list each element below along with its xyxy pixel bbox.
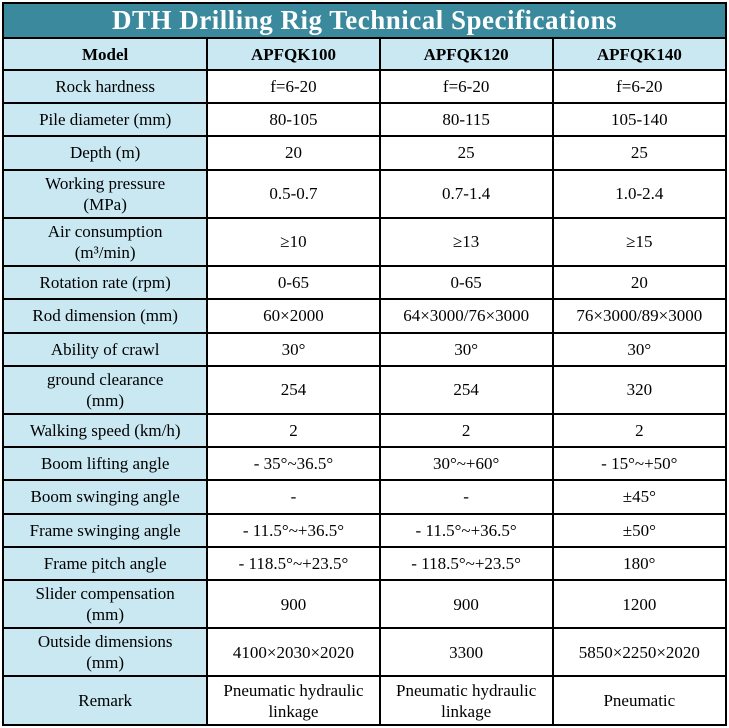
spec-value: 30° — [551, 331, 725, 367]
spec-row: Pile diameter (mm) 80-105 80-115 105-140 — [4, 102, 725, 138]
spec-value: 64×3000/76×3000 — [378, 298, 554, 334]
spec-value: - 118.5°~+23.5° — [378, 545, 554, 581]
spec-row: Slider compensation (mm) 900 900 1200 — [4, 578, 725, 630]
spec-value: 30°~+60° — [378, 446, 554, 482]
spec-value: 900 — [378, 578, 554, 630]
spec-value: 2 — [551, 412, 725, 449]
header-row: Model APFQK100 APFQK120 APFQK140 — [4, 39, 725, 71]
spec-value: ≥10 — [206, 216, 381, 268]
row-label: Walking speed (km/h) — [4, 412, 209, 449]
spec-value: 2 — [378, 412, 554, 449]
spec-value: 80-105 — [206, 102, 381, 138]
spec-value: 1.0-2.4 — [551, 168, 725, 219]
spec-value: 0-65 — [378, 265, 554, 301]
spec-value: 30° — [206, 331, 381, 367]
spec-value: 254 — [206, 364, 381, 415]
spec-row: Outside dimensions (mm) 4100×2030×2020 3300… — [4, 627, 725, 678]
spec-value: 180° — [551, 545, 725, 581]
spec-value: 30° — [378, 331, 554, 367]
spec-value: 80-115 — [378, 102, 554, 138]
spec-value: ±50° — [551, 512, 725, 548]
spec-table: Model APFQK100 APFQK120 APFQK140 Rock ha… — [4, 39, 725, 724]
row-label: Boom swinging angle — [4, 479, 209, 515]
spec-value: ±45° — [551, 479, 725, 515]
spec-value: Pneumatic — [551, 675, 725, 724]
spec-row: Ability of crawl 30° 30° 30° — [4, 331, 725, 367]
spec-value: 0.7-1.4 — [378, 168, 554, 219]
spec-value: 900 — [206, 578, 381, 630]
spec-row: Walking speed (km/h) 2 2 2 — [4, 412, 725, 449]
spec-table-header: Model APFQK100 APFQK120 APFQK140 — [4, 39, 725, 71]
row-label: Ability of crawl — [4, 331, 209, 367]
spec-row: Depth (m) 20 25 25 — [4, 135, 725, 171]
spec-value: 20 — [551, 265, 725, 301]
spec-row: ground clearance (mm) 254 254 320 — [4, 364, 725, 415]
row-label: Outside dimensions (mm) — [4, 627, 209, 678]
row-label: Frame swinging angle — [4, 512, 209, 548]
row-label: Pile diameter (mm) — [4, 102, 209, 138]
row-label: Boom lifting angle — [4, 446, 209, 482]
spec-value: 105-140 — [551, 102, 725, 138]
spec-value: 0-65 — [206, 265, 381, 301]
row-label: Rotation rate (rpm) — [4, 265, 209, 301]
spec-value: f=6-20 — [206, 68, 381, 105]
spec-value: - 118.5°~+23.5° — [206, 545, 381, 581]
row-label: Frame pitch angle — [4, 545, 209, 581]
spec-value: 25 — [551, 135, 725, 171]
spec-row: Frame pitch angle - 118.5°~+23.5° - 118.5°… — [4, 545, 725, 581]
row-label: Depth (m) — [4, 135, 209, 171]
spec-row: Boom lifting angle - 35°~36.5° 30°~+60° - 1… — [4, 446, 725, 482]
spec-value: 60×2000 — [206, 298, 381, 334]
row-label: Rod dimension (mm) — [4, 298, 209, 334]
spec-table-body: Rock hardness f=6-20 f=6-20 f=6-20 Pile diam… — [4, 68, 725, 724]
header-model-apfqk100: APFQK100 — [206, 39, 381, 71]
spec-value: ≥13 — [378, 216, 554, 268]
spec-row: Working pressure (MPa) 0.5-0.7 0.7-1.4 1.0-2… — [4, 168, 725, 219]
spec-value: 4100×2030×2020 — [206, 627, 381, 678]
spec-value: f=6-20 — [551, 68, 725, 105]
spec-value: 2 — [206, 412, 381, 449]
row-label: Air consumption (m³/min) — [4, 216, 209, 268]
spec-value: - 35°~36.5° — [206, 446, 381, 482]
spec-value: - 15°~+50° — [551, 446, 725, 482]
header-model-apfqk140: APFQK140 — [551, 39, 725, 71]
spec-row: Rock hardness f=6-20 f=6-20 f=6-20 — [4, 68, 725, 105]
spec-value: - — [206, 479, 381, 515]
row-label: Rock hardness — [4, 68, 209, 105]
spec-value: 320 — [551, 364, 725, 415]
spec-value: 254 — [378, 364, 554, 415]
row-label: Working pressure (MPa) — [4, 168, 209, 219]
spec-value: 20 — [206, 135, 381, 171]
spec-value: 3300 — [378, 627, 554, 678]
spec-row: Rod dimension (mm) 60×2000 64×3000/76×3000… — [4, 298, 725, 334]
spec-value: 1200 — [551, 578, 725, 630]
spec-row: Boom swinging angle - - ±45° — [4, 479, 725, 515]
row-label: Remark — [4, 675, 209, 724]
spec-row: Remark Pneumatic hydraulic linkage Pneumat… — [4, 675, 725, 724]
spec-row: Air consumption (m³/min) ≥10 ≥13 ≥15 — [4, 216, 725, 268]
spec-value: - — [378, 479, 554, 515]
spec-row: Rotation rate (rpm) 0-65 0-65 20 — [4, 265, 725, 301]
spec-value: - 11.5°~+36.5° — [206, 512, 381, 548]
spec-value: 5850×2250×2020 — [551, 627, 725, 678]
header-model-label: Model — [4, 39, 209, 71]
spec-value: 0.5-0.7 — [206, 168, 381, 219]
spec-value: ≥15 — [551, 216, 725, 268]
spec-row: Frame swinging angle - 11.5°~+36.5° - 11.5… — [4, 512, 725, 548]
row-label: ground clearance (mm) — [4, 364, 209, 415]
spec-value: Pneumatic hydraulic linkage — [206, 675, 381, 724]
table-title: DTH Drilling Rig Technical Specification… — [4, 4, 725, 39]
header-model-apfqk120: APFQK120 — [378, 39, 554, 71]
spec-value: f=6-20 — [378, 68, 554, 105]
spec-value: 25 — [378, 135, 554, 171]
spec-value: - 11.5°~+36.5° — [378, 512, 554, 548]
row-label: Slider compensation (mm) — [4, 578, 209, 630]
spec-value: Pneumatic hydraulic linkage — [378, 675, 554, 724]
spec-value: 76×3000/89×3000 — [551, 298, 725, 334]
